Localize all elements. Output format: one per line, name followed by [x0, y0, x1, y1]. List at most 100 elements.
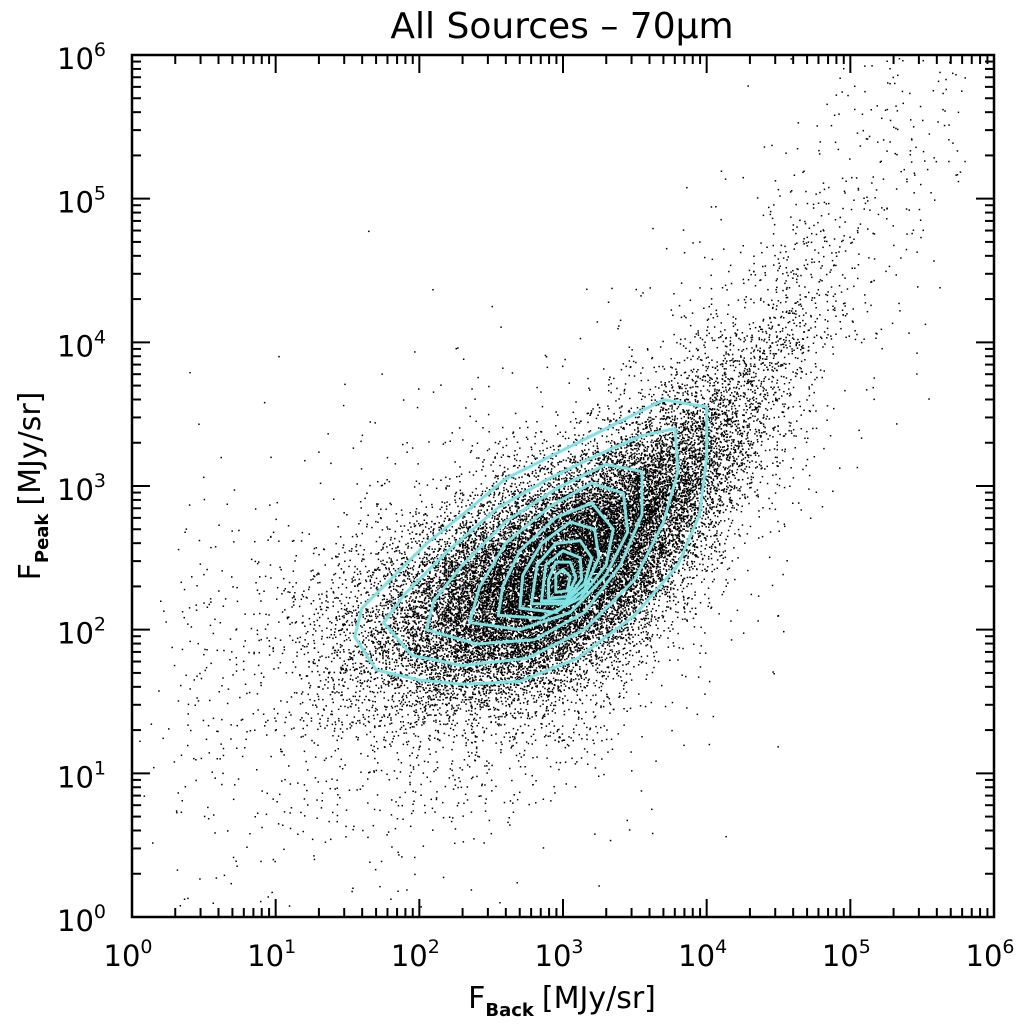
- data-point: [827, 213, 830, 215]
- data-point: [488, 692, 490, 695]
- data-point: [731, 486, 733, 488]
- data-point: [425, 556, 428, 559]
- data-point: [697, 349, 699, 351]
- data-point: [511, 540, 513, 542]
- data-point: [268, 645, 271, 648]
- data-point: [635, 479, 638, 481]
- data-point: [321, 800, 323, 802]
- data-point: [562, 540, 564, 542]
- data-point: [645, 678, 647, 680]
- data-point: [599, 530, 601, 532]
- data-point: [293, 727, 295, 729]
- data-point: [690, 446, 692, 449]
- data-point: [549, 622, 552, 625]
- data-point: [527, 700, 529, 702]
- data-point: [512, 518, 514, 520]
- data-point: [722, 434, 724, 436]
- data-point: [526, 632, 529, 634]
- data-point: [536, 662, 538, 664]
- data-point: [433, 560, 435, 563]
- data-point: [669, 457, 671, 459]
- data-point: [381, 484, 384, 487]
- data-point: [483, 592, 485, 594]
- data-point: [171, 646, 173, 649]
- data-point: [415, 584, 418, 586]
- data-point: [693, 464, 696, 466]
- data-point: [510, 683, 512, 685]
- data-point: [713, 460, 715, 462]
- data-point: [498, 587, 501, 590]
- data-point: [535, 524, 537, 527]
- data-point: [563, 519, 565, 521]
- data-point: [564, 467, 566, 470]
- data-point: [658, 457, 661, 460]
- data-point: [660, 556, 662, 559]
- data-point: [447, 637, 450, 639]
- data-point: [498, 492, 501, 495]
- data-point: [520, 645, 522, 647]
- data-point: [329, 787, 331, 790]
- data-point: [534, 631, 537, 633]
- data-point: [370, 656, 372, 659]
- data-point: [737, 504, 739, 506]
- data-point: [442, 657, 444, 659]
- data-point: [530, 536, 532, 539]
- data-point: [652, 491, 654, 493]
- data-point: [581, 627, 584, 629]
- data-point: [581, 449, 583, 452]
- data-point: [573, 427, 576, 429]
- data-point: [417, 613, 419, 615]
- data-point: [295, 555, 297, 557]
- data-point: [566, 680, 568, 683]
- data-point: [466, 723, 469, 725]
- data-point: [531, 526, 534, 529]
- data-point: [363, 639, 365, 641]
- data-point: [403, 579, 405, 581]
- data-point: [394, 668, 396, 670]
- data-point: [510, 528, 512, 531]
- data-point: [385, 575, 387, 578]
- data-point: [499, 580, 501, 583]
- data-point: [570, 647, 572, 649]
- data-point: [773, 403, 775, 406]
- data-point: [749, 417, 751, 419]
- data-point: [495, 573, 497, 575]
- data-point: [366, 709, 368, 711]
- data-point: [531, 606, 534, 608]
- data-point: [718, 542, 721, 545]
- data-point: [693, 419, 695, 421]
- data-point: [517, 537, 519, 539]
- data-point: [403, 684, 406, 687]
- data-point: [588, 510, 590, 513]
- data-point: [700, 453, 703, 455]
- data-point: [343, 617, 345, 619]
- data-point: [660, 550, 663, 552]
- data-point: [738, 360, 741, 362]
- data-point: [596, 512, 599, 514]
- data-point: [539, 488, 542, 490]
- data-point: [506, 549, 508, 552]
- data-point: [488, 637, 491, 639]
- data-point: [612, 592, 614, 595]
- data-point: [657, 566, 660, 568]
- data-point: [655, 429, 658, 432]
- data-point: [609, 495, 611, 497]
- data-point: [499, 612, 502, 614]
- data-point: [637, 442, 639, 444]
- data-point: [515, 646, 518, 649]
- data-point: [685, 398, 688, 400]
- data-point: [447, 674, 449, 677]
- data-point: [428, 554, 430, 557]
- data-point: [465, 598, 468, 601]
- data-point: [288, 616, 290, 618]
- data-point: [707, 365, 710, 368]
- data-point: [500, 537, 503, 540]
- data-point: [687, 477, 689, 479]
- data-point: [203, 815, 206, 818]
- data-point: [459, 708, 462, 710]
- data-point: [780, 337, 782, 340]
- data-point: [378, 661, 381, 663]
- data-point: [258, 561, 260, 563]
- data-point: [443, 664, 446, 666]
- data-point: [734, 423, 736, 426]
